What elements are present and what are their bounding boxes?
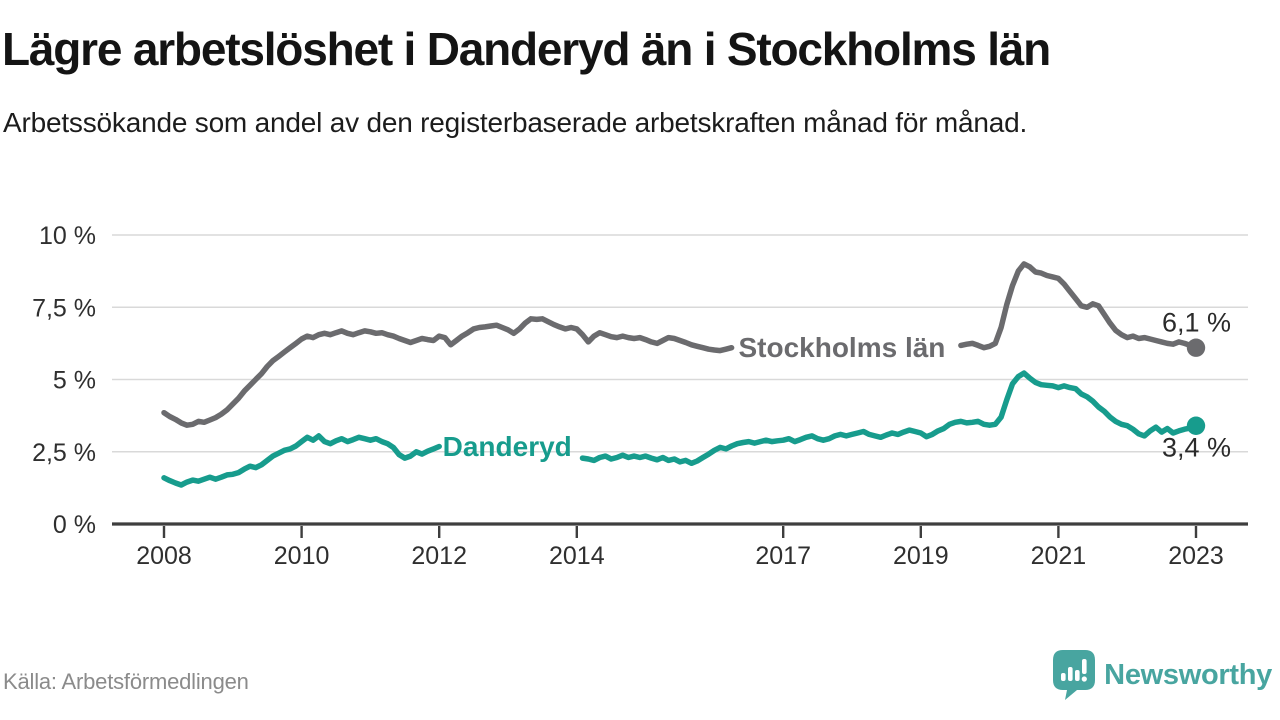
x-axis-tick-label: 2012 [411,542,467,570]
series-end-dot [1186,416,1206,435]
series-line [161,316,735,428]
brand-logo: Newsworthy [1053,650,1272,700]
y-axis-tick-label: 7,5 % [32,294,96,322]
chart-title: Lägre arbetslöshet i Danderyd än i Stock… [2,23,1051,75]
series-line [579,370,1199,467]
x-axis-tick-label: 2021 [1031,542,1087,570]
y-axis-tick-label: 2,5 % [32,439,96,467]
series-line [161,433,442,488]
series-label: Danderyd [443,431,572,462]
y-axis-tick-label: 5 % [53,367,96,395]
chart-subtitle: Arbetssökande som andel av den registerb… [3,107,1028,138]
x-axis-tick-label: 2014 [549,542,605,570]
series-end-value-label: 6,1 % [1162,308,1231,338]
brand-wordmark: Newsworthy [1104,658,1272,691]
series-end-value-label: 3,4 % [1162,433,1231,463]
x-axis-tick-label: 2017 [755,542,811,570]
source-note: Källa: Arbetsförmedlingen [3,669,249,694]
x-axis-tick-label: 2023 [1168,542,1224,570]
x-axis-tick-label: 2008 [136,542,192,570]
series-label: Stockholms län [738,332,945,363]
series-end-dot [1186,338,1206,357]
y-axis-tick-label: 10 % [39,222,96,250]
newsworthy-logo-icon [1053,650,1096,700]
x-axis-tick-label: 2010 [274,542,330,570]
x-axis-tick-label: 2019 [893,542,949,570]
series-line [958,261,1199,351]
y-axis-tick-label: 0 % [53,511,96,539]
